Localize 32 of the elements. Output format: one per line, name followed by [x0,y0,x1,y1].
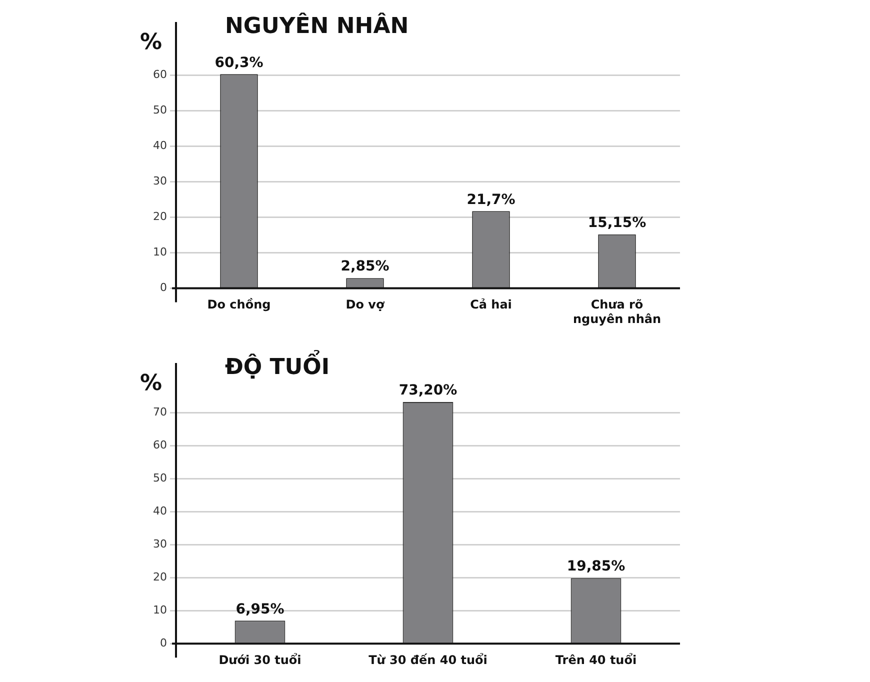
y-tick-label: 60 [152,68,167,82]
x-tick-label: Cả hai [470,298,512,312]
y-tick-label: 0 [160,281,167,294]
data-label: 19,85% [566,558,626,575]
chart-title: NGUYÊN NHÂN [225,14,409,39]
y-tick-label: 30 [152,174,167,188]
y-tick-label: 50 [152,104,167,117]
y-axis-title: % [140,30,162,55]
y-axis-title: % [140,371,162,396]
y-tick-label: 60 [152,438,167,452]
y-tick-label: 20 [152,210,167,224]
data-label: 2,85% [340,258,390,275]
y-tick-label: 70 [152,405,167,418]
x-tick-label: Từ 30 đến 40 tuổi [368,652,488,667]
x-tick-label: Dưới 30 tuổi [218,652,302,667]
x-tick-label: Trên 40 tuổi [555,652,637,667]
y-tick-label: 10 [152,246,167,259]
x-tick-label: Do vợ [346,298,385,312]
data-label: 15,15% [588,215,646,232]
y-tick-label: 20 [152,570,167,584]
y-tick-label: 10 [152,603,167,616]
x-tick-label: Do chồng [207,298,271,312]
data-label: 21,7% [466,192,516,208]
y-tick-label: 40 [152,504,167,518]
y-tick-label: 30 [152,537,167,550]
x-tick-label: Chưa rõ nguyên nhân [572,298,662,326]
y-tick-label: 50 [152,471,167,484]
data-label: 73,20% [398,382,458,399]
data-label: 6,95% [236,601,284,618]
y-tick-label: 40 [152,139,167,152]
y-tick-label: 0 [160,636,167,650]
data-label: 60,3% [214,54,264,71]
